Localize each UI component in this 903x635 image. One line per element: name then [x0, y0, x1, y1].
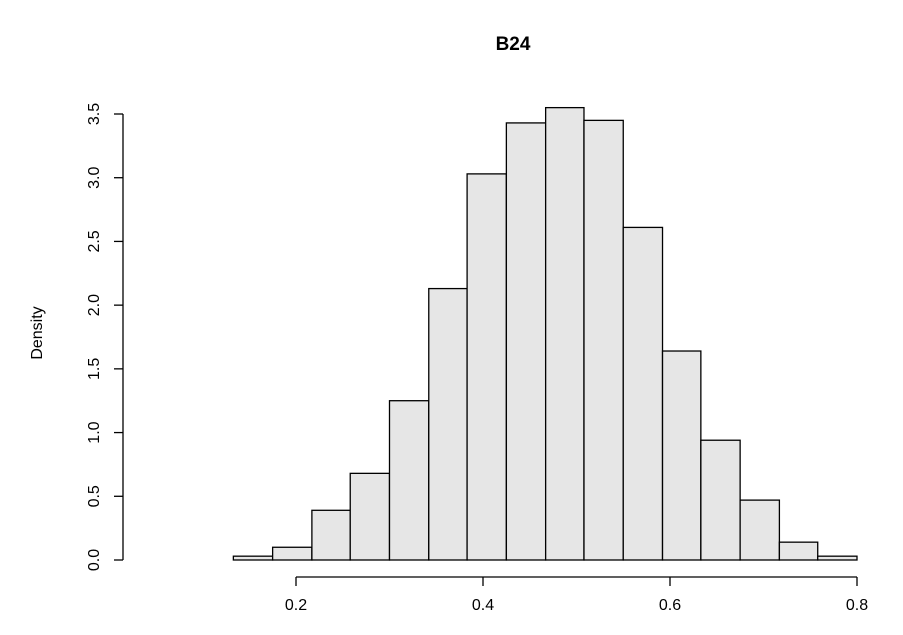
histogram-bar	[700, 439, 741, 561]
histogram-bar	[505, 122, 547, 561]
histogram-bar	[739, 499, 781, 561]
y-tick-label: 1.5	[86, 358, 103, 380]
histogram-bar	[349, 472, 391, 561]
histogram-bars	[232, 106, 858, 561]
histogram-bar	[622, 226, 664, 561]
histogram-bar	[583, 119, 624, 561]
x-axis: 0.2 0.4 0.6 0.8	[285, 576, 868, 614]
y-tick-label: 3.0	[86, 166, 103, 188]
histogram-bar	[544, 106, 585, 561]
y-tick-label: 3.5	[86, 103, 103, 125]
histogram-bar	[271, 546, 313, 561]
y-tick-label: 1.0	[86, 421, 103, 443]
histogram-bar	[466, 173, 508, 561]
y-tick-label: 2.0	[86, 294, 103, 316]
chart-title: B24	[496, 34, 531, 55]
x-tick-label: 0.4	[472, 597, 494, 614]
x-tick-label: 0.6	[659, 597, 681, 614]
y-tick-label: 0.0	[86, 549, 103, 571]
histogram-bar	[311, 509, 351, 561]
y-tick-label: 2.5	[86, 230, 103, 252]
histogram-bar	[817, 555, 858, 561]
y-axis: 0.0 0.5 1.0 1.5 2.0 2.5 3.0 3.5	[86, 103, 124, 571]
histogram-bar	[428, 287, 468, 561]
histogram-bar	[388, 400, 430, 561]
y-tick-label: 0.5	[86, 485, 103, 507]
x-tick-label: 0.2	[285, 597, 307, 614]
x-tick-label: 0.8	[846, 597, 868, 614]
histogram-bar	[778, 541, 819, 561]
y-axis-label: Density	[29, 306, 46, 359]
histogram-bar	[661, 350, 702, 561]
histogram-bar	[232, 555, 274, 561]
